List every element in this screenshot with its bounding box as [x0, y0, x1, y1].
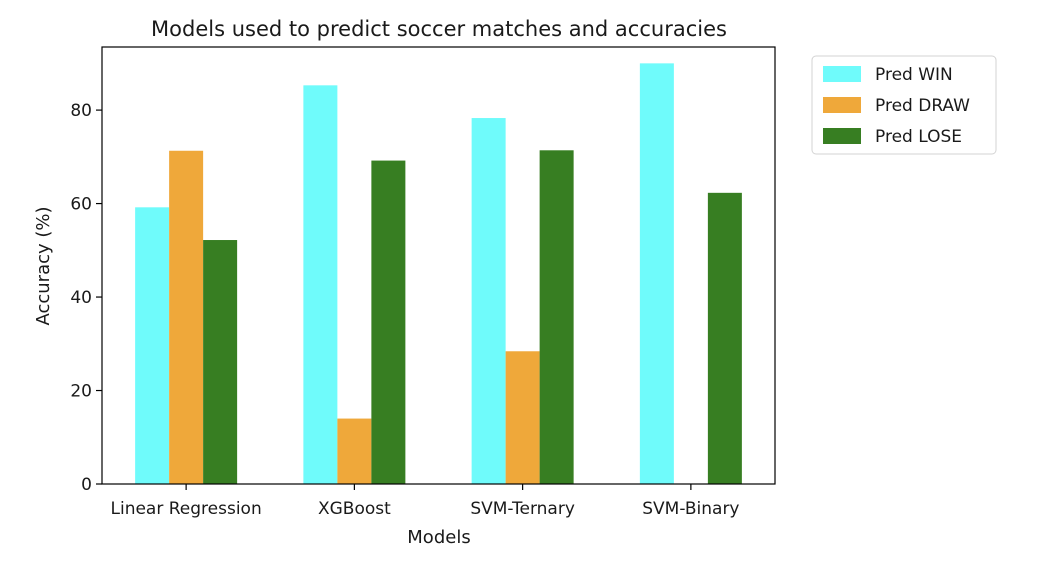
y-tick-label: 60: [70, 195, 92, 215]
legend: Pred WIN Pred DRAW Pred LOSE: [811, 55, 997, 155]
bars-group: [135, 63, 742, 485]
bar-pred-draw-0: [169, 150, 204, 484]
bar-pred-draw-1: [337, 418, 372, 484]
y-tick-label: 40: [70, 288, 92, 308]
chart-title: Models used to predict soccer matches an…: [151, 17, 727, 41]
legend-label: Pred LOSE: [875, 127, 962, 147]
y-axis: 0 20 40 60 80: [70, 101, 102, 495]
legend-swatch: [823, 97, 861, 113]
x-tick-label: XGBoost: [318, 499, 391, 519]
y-tick-label: 20: [70, 382, 92, 402]
bar-pred-win-3: [639, 63, 674, 485]
plot-frame: [101, 46, 776, 485]
bar-pred-lose-1: [371, 160, 406, 485]
x-tick-label: SVM-Ternary: [470, 499, 575, 519]
bar-pred-win-2: [471, 118, 506, 484]
bar-pred-win-0: [135, 207, 170, 485]
x-tick-label: SVM-Binary: [642, 499, 739, 519]
y-axis-title: Accuracy (%): [33, 206, 54, 325]
bar-pred-win-1: [303, 85, 338, 484]
y-tick-label: 80: [70, 101, 92, 121]
bar-pred-lose-3: [707, 192, 742, 485]
bar-pred-lose-0: [203, 240, 238, 484]
y-tick-label: 0: [81, 475, 92, 495]
legend-label: Pred DRAW: [875, 96, 970, 116]
x-tick-label: Linear Regression: [111, 499, 262, 519]
bar-pred-draw-2: [505, 351, 540, 484]
legend-label: Pred WIN: [875, 65, 953, 85]
x-axis: Linear Regression XGBoost SVM-Ternary SVM-B…: [111, 484, 740, 519]
x-axis-title: Models: [407, 527, 470, 548]
bar-pred-lose-2: [539, 150, 574, 485]
legend-swatch: [823, 66, 861, 82]
legend-swatch: [823, 128, 861, 144]
